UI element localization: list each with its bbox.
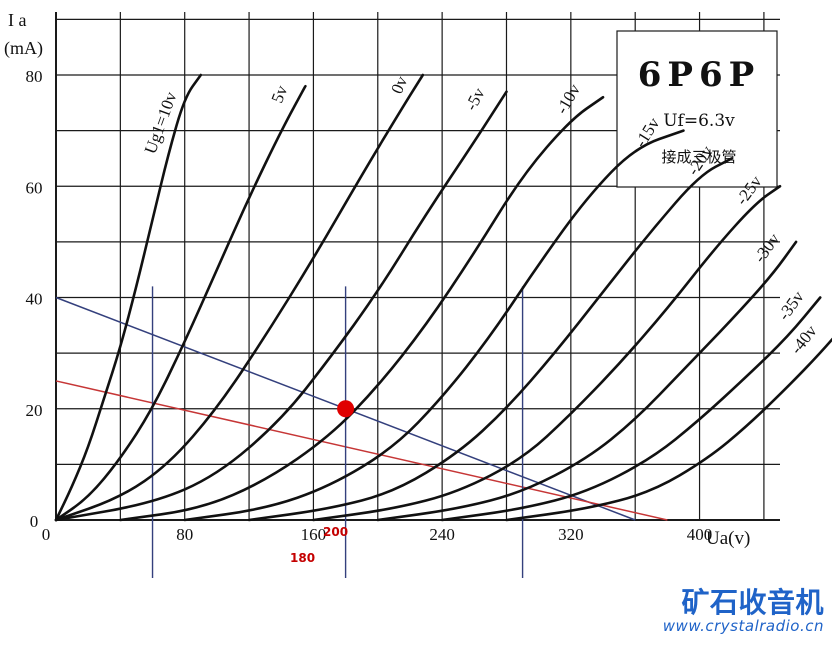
series-curve bbox=[312, 184, 782, 522]
annotation-label: 200 bbox=[323, 525, 348, 539]
x-axis-title: Ua(v) bbox=[706, 528, 750, 549]
x-tick-label: 80 bbox=[176, 525, 193, 544]
y-tick-label: 0 bbox=[30, 512, 39, 531]
y-tick-label: 40 bbox=[26, 290, 43, 309]
series-curve bbox=[54, 73, 425, 522]
series-label: Ug1=10v bbox=[141, 89, 181, 156]
series-label: -30v bbox=[750, 229, 784, 266]
x-tick-label: 0 bbox=[42, 525, 51, 544]
series-curve bbox=[119, 95, 605, 522]
series-curve bbox=[183, 129, 685, 522]
x-tick-label: 320 bbox=[558, 525, 584, 544]
series-curve bbox=[440, 296, 822, 522]
x-tick-label: 160 bbox=[301, 525, 327, 544]
series-curve bbox=[505, 337, 832, 522]
series-curve bbox=[54, 84, 307, 522]
series-label: 5v bbox=[267, 82, 291, 105]
x-tick-label: 240 bbox=[429, 525, 455, 544]
series-curve bbox=[54, 73, 203, 522]
series-label: -5v bbox=[461, 84, 489, 113]
series-label: -10v bbox=[552, 80, 584, 117]
operating-point-dot bbox=[337, 400, 355, 418]
watermark-url: www.crystalradio.cn bbox=[662, 617, 824, 635]
y-tick-label: 80 bbox=[26, 67, 43, 86]
series-curve bbox=[376, 240, 798, 522]
y-tick-label: 60 bbox=[26, 178, 43, 197]
site-watermark: 矿石收音机 www.crystalradio.cn bbox=[663, 588, 824, 635]
annotation-label: 180 bbox=[290, 551, 315, 565]
x-tick-label: 400 bbox=[687, 525, 713, 544]
series-label: -40v bbox=[787, 321, 821, 358]
chart-note: 接成三极管 bbox=[661, 148, 736, 166]
chart-subtitle: Uf=6.3v bbox=[663, 111, 735, 131]
series-curve bbox=[247, 157, 734, 522]
series-label: 0v bbox=[387, 73, 411, 97]
y-tick-label: 20 bbox=[26, 401, 43, 420]
y-axis-unit: (mA) bbox=[4, 38, 43, 59]
watermark-logo-text: 矿石收音机 bbox=[681, 586, 824, 619]
chart-title: 6P6P bbox=[638, 55, 760, 95]
title-box bbox=[616, 30, 778, 188]
y-axis-title: I a bbox=[8, 10, 26, 30]
series-curve bbox=[54, 90, 508, 522]
